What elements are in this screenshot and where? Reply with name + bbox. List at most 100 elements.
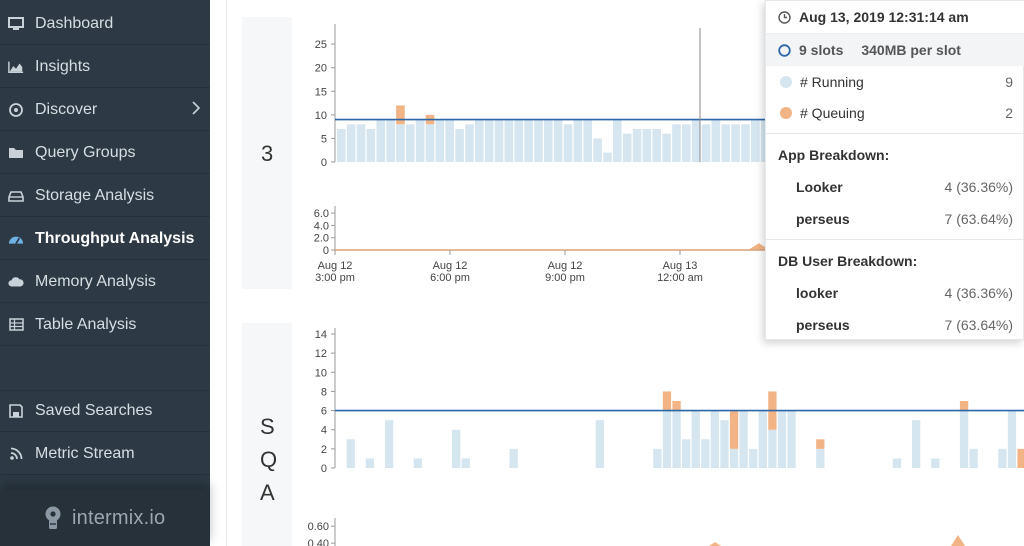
db-user-value: 4 (36.36%)	[944, 285, 1013, 301]
running-bar	[892, 458, 902, 468]
running-bar	[720, 420, 729, 468]
running-bar	[524, 119, 533, 162]
sidebar-item-dashboard[interactable]: Dashboard	[0, 3, 210, 45]
sidebar-footer: intermix.io	[0, 490, 210, 546]
running-bar	[969, 448, 978, 468]
panel-label-column	[242, 323, 292, 546]
app-value: 4 (36.36%)	[944, 179, 1013, 195]
x-tick-date: Aug 13	[663, 260, 698, 272]
panel-label-letter: S	[260, 414, 275, 439]
running-bar	[583, 119, 593, 162]
sidebar-item-label: Saved Searches	[35, 402, 153, 419]
running-bar	[484, 119, 494, 162]
tooltip-running-row: # Running 9	[766, 67, 1024, 97]
running-bar	[749, 448, 758, 468]
running-bar	[613, 119, 622, 162]
db-breakdown-row: perseus 7 (63.64%)	[766, 314, 1024, 336]
sidebar-item-label: Metric Stream	[35, 444, 135, 462]
tooltip-slots-row: 9 slots 340MB per slot	[766, 34, 1024, 66]
panel-label-letter: Q	[260, 447, 278, 472]
running-bar	[721, 124, 731, 162]
running-bar	[758, 410, 767, 468]
running-bar	[701, 439, 710, 468]
intermix-logo-icon	[45, 506, 61, 529]
queuing-bar	[729, 410, 739, 449]
y-tick-label: 0	[323, 245, 329, 257]
running-bar	[475, 119, 484, 162]
tooltip-queuing-row: # Queuing 2	[766, 98, 1024, 128]
table-icon	[8, 317, 24, 333]
running-bar	[931, 458, 940, 468]
running-bar	[504, 119, 514, 162]
running-bar	[514, 119, 524, 162]
sidebar-item-label: Storage Analysis	[35, 186, 155, 204]
sidebar-item-discover[interactable]: Discover	[0, 89, 210, 131]
running-bar	[595, 420, 605, 468]
running-bar	[435, 119, 445, 162]
sidebar-item-throughput-analysis[interactable]: Throughput Analysis	[0, 218, 210, 260]
app-name: Looker	[796, 179, 843, 195]
running-bar	[425, 124, 435, 162]
running-bar	[356, 124, 366, 162]
running-bar	[672, 124, 681, 162]
area-chart-icon	[8, 59, 24, 75]
x-tick-date: Aug 12	[433, 260, 468, 272]
y-tick-label: 6.0	[314, 208, 329, 220]
running-bar	[768, 429, 777, 468]
y-tick-label: 14	[315, 329, 327, 341]
tooltip-slots: 9 slots	[799, 42, 844, 58]
tooltip-running-label: # Running	[800, 74, 864, 90]
sidebar-item-label: Memory Analysis	[35, 272, 156, 290]
y-tick-label: 20	[315, 63, 327, 75]
running-bar	[653, 448, 662, 468]
sidebar-item-query-groups[interactable]: Query Groups	[0, 132, 210, 174]
sidebar-item-label: Query Groups	[35, 143, 136, 161]
app-value: 7 (63.64%)	[944, 211, 1013, 227]
running-bar	[376, 119, 386, 162]
running-bar	[593, 138, 602, 162]
running-bar	[406, 124, 415, 162]
running-legend-dot	[780, 76, 792, 88]
running-bar	[731, 124, 740, 162]
sidebar: Dashboard Insights Discover Query Groups	[0, 0, 210, 546]
queuing-bar	[1017, 448, 1024, 468]
running-bar	[632, 129, 642, 162]
queuing-bar	[396, 105, 405, 125]
panel-label: 3	[261, 141, 274, 166]
sidebar-item-memory-analysis[interactable]: Memory Analysis	[0, 261, 210, 303]
sidebar-item-saved-searches[interactable]: Saved Searches	[0, 390, 210, 432]
sidebar-item-storage-analysis[interactable]: Storage Analysis	[0, 175, 210, 217]
y-tick-label: 0.60	[308, 521, 329, 533]
sidebar-item-metric-stream[interactable]: Metric Stream	[0, 433, 210, 475]
sidebar-item-label: Table Analysis	[35, 315, 137, 333]
queuing-bar	[662, 391, 672, 411]
x-tick-time: 3:00 pm	[315, 272, 355, 284]
sidebar-item-label: Throughput Analysis	[35, 229, 195, 247]
running-bar	[384, 420, 394, 468]
queue-area	[709, 542, 721, 546]
running-bar	[998, 448, 1007, 468]
monitor-icon	[8, 16, 24, 32]
y-tick-label: 6	[321, 406, 327, 418]
running-bar	[544, 119, 553, 162]
sidebar-item-insights[interactable]: Insights	[0, 46, 210, 88]
sidebar-item-label: Dashboard	[35, 14, 114, 32]
running-bar	[777, 410, 787, 468]
tooltip-queuing-label: # Queuing	[800, 105, 865, 121]
x-tick-time: 6:00 pm	[430, 272, 470, 284]
running-bar	[787, 410, 796, 468]
y-tick-label: 8	[321, 386, 327, 398]
sidebar-item-label: Discover	[35, 100, 98, 118]
running-bar	[642, 129, 652, 162]
running-bar	[494, 119, 504, 162]
running-bar	[455, 129, 464, 162]
clock-icon	[778, 10, 791, 24]
db-breakdown-title: DB User Breakdown:	[778, 253, 918, 269]
tooltip-running-value: 9	[1005, 74, 1013, 90]
running-bar	[509, 448, 518, 468]
y-tick-label: 0.40	[308, 538, 329, 546]
queuing-bar	[672, 401, 681, 411]
x-tick-time: 9:00 pm	[545, 272, 585, 284]
sidebar-item-table-analysis[interactable]: Table Analysis	[0, 304, 210, 346]
running-bar	[337, 129, 346, 162]
